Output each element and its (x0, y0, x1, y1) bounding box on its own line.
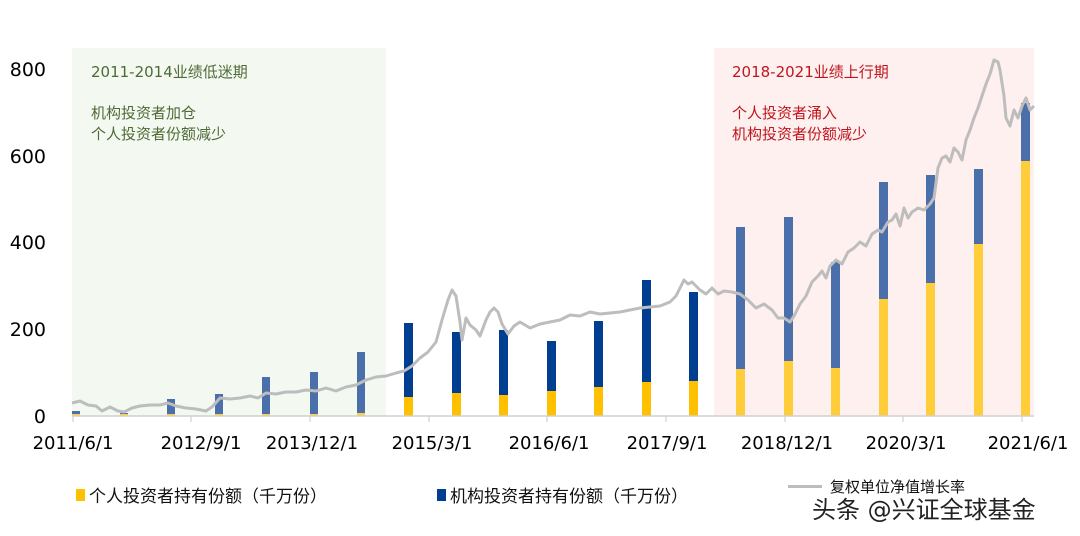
x-axis-ticks (72, 416, 1023, 422)
watermark: 头条 @兴证全球基金 (812, 496, 1036, 524)
bar-individual (215, 414, 223, 416)
legend-label: 机构投资者持有份额（千万份） (450, 487, 688, 507)
bar-individual (689, 381, 698, 416)
legend-item-individual: 个人投资者持有份额（千万份） (76, 482, 327, 507)
bar-individual (974, 244, 983, 416)
bar-institutional (784, 217, 793, 416)
y-tick-600: 600 (10, 146, 46, 168)
bar-individual (594, 387, 603, 416)
bar-institutional (167, 399, 175, 416)
y-tick-200: 200 (10, 319, 46, 341)
x-axis: 2011/6/1 2012/9/1 2013/12/1 2015/3/1 201… (33, 433, 1069, 454)
low-period-zone (72, 48, 386, 416)
bar-individual (736, 369, 745, 416)
blue-swatch-icon (437, 488, 446, 501)
bar-institutional (499, 330, 508, 416)
low-period-title: 2011-2014业绩低迷期 (91, 63, 248, 81)
legend-label: 复权单位净值增长率 (830, 478, 966, 496)
x-tick-label: 2011/6/1 (33, 433, 114, 454)
bar-individual (499, 395, 508, 416)
gray-line-swatch-icon (788, 485, 822, 488)
bar-institutional (831, 262, 840, 416)
bar-individual (831, 368, 840, 416)
x-tick-label: 2013/12/1 (266, 433, 358, 454)
yellow-swatch-icon (76, 488, 85, 501)
low-period-line-1: 机构投资者加仓 (91, 104, 196, 122)
bar-institutional (642, 280, 651, 416)
bar-individual (642, 382, 651, 416)
low-period-line-2: 个人投资者份额减少 (91, 125, 226, 143)
bar-institutional (72, 411, 80, 416)
x-tick-label: 2018/12/1 (741, 433, 833, 454)
bar-individual (926, 283, 935, 416)
legend-item-nav-growth: 复权单位净值增长率 (788, 476, 965, 497)
legend-item-institutional: 机构投资者持有份额（千万份） (437, 482, 688, 507)
bar-individual (404, 397, 413, 416)
bar-individual (310, 414, 318, 416)
up-period-line-1: 个人投资者涌入 (732, 104, 837, 122)
x-tick-label: 2015/3/1 (392, 433, 473, 454)
bar-institutional (736, 227, 745, 416)
bar-individual (547, 391, 556, 416)
bar-individual (167, 414, 175, 416)
x-tick-label: 2020/3/1 (866, 433, 947, 454)
bar-individual (879, 299, 888, 416)
y-tick-0: 0 (34, 406, 46, 428)
bar-individual (1021, 161, 1030, 416)
bar-individual (262, 414, 270, 416)
up-period-annotation: 2018-2021业绩上行期 个人投资者涌入 机构投资者份额减少 (732, 63, 889, 143)
bar-institutional (215, 394, 223, 416)
x-tick-label: 2012/9/1 (161, 433, 242, 454)
y-tick-400: 400 (10, 232, 46, 254)
bar-individual (452, 393, 461, 416)
bar-individual (784, 361, 793, 416)
nav-growth-line (71, 58, 1036, 414)
bar-institutional (689, 292, 698, 416)
y-tick-800: 800 (10, 59, 46, 81)
bar-institutional (594, 321, 603, 416)
low-period-annotation: 2011-2014业绩低迷期 机构投资者加仓 个人投资者份额减少 (91, 63, 248, 143)
bar-institutional (452, 332, 461, 416)
bar-individual (72, 414, 80, 416)
x-tick-label: 2021/6/1 (988, 433, 1069, 454)
bar-institutional (547, 341, 556, 416)
bar-institutional (262, 377, 270, 416)
bar-individual (120, 414, 128, 416)
x-tick-label: 2016/6/1 (509, 433, 590, 454)
bar-institutional (310, 372, 318, 416)
up-period-line-2: 机构投资者份额减少 (732, 125, 867, 143)
bar-individual (357, 413, 365, 416)
x-tick-label: 2017/9/1 (627, 433, 708, 454)
legend-label: 个人投资者持有份额（千万份） (89, 487, 327, 507)
y-axis: 800 600 400 200 0 (10, 59, 46, 428)
up-period-title: 2018-2021业绩上行期 (732, 63, 889, 81)
